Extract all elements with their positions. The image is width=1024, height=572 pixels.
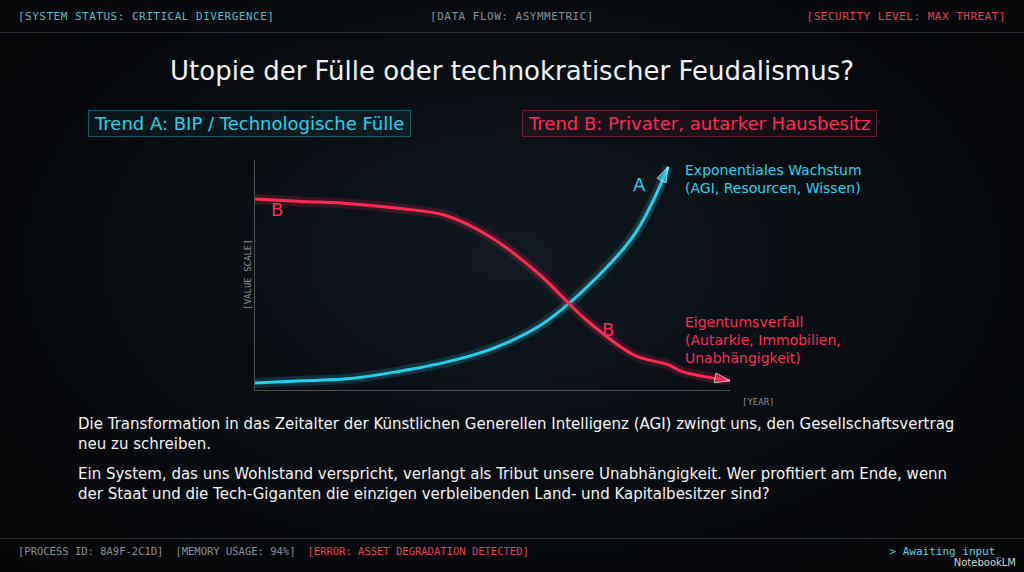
svg-text:Eigentumsverfall(Autarkie, Imm: Eigentumsverfall(Autarkie, Immobilien,Un… — [685, 314, 841, 366]
html-text:Trend B: Privater, autarker Ha: Trend B: Privater, autarker Hausbesitz — [529, 113, 871, 134]
svg-text:B: B — [271, 199, 283, 220]
html-text:> Awaiting input_: > Awaiting input_ — [889, 545, 1002, 558]
html-text:Ein System, das uns Wohlstand: Ein System, das uns Wohlstand verspricht… — [78, 465, 948, 503]
svg-text:Exponentiales Wachstum(AGI, Re: Exponentiales Wachstum(AGI, Resourcen, W… — [685, 162, 862, 196]
svg-text:[YEAR]: [YEAR] — [742, 397, 775, 407]
svg-text:[VALUE SCALE]: [VALUE SCALE] — [243, 239, 253, 309]
html-text:[SYSTEM STATUS: CRITICAL DIVER: [SYSTEM STATUS: CRITICAL DIVERGENCE] — [18, 10, 275, 23]
html-text:[PROCESS ID: 8A9F-2C1D]: [PROCESS ID: 8A9F-2C1D] — [18, 545, 164, 557]
html-text:Utopie der Fülle oder technokr: Utopie der Fülle oder technokratischer F… — [170, 56, 854, 86]
html-text:Trend A: BIP / Technologische: Trend A: BIP / Technologische Fülle — [95, 113, 405, 134]
html-text:NotebookLM: NotebookLM — [953, 557, 1016, 568]
html-text:[SECURITY LEVEL: MAX THREAT]: [SECURITY LEVEL: MAX THREAT] — [806, 10, 1006, 23]
html-text:[ERROR: ASSET DEGRADATION DETE: [ERROR: ASSET DEGRADATION DETECTED] — [307, 545, 529, 557]
html-text:[DATA FLOW: ASYMMETRIC]: [DATA FLOW: ASYMMETRIC] — [430, 10, 594, 23]
html-text:Die Transformation in das Zeit: Die Transformation in das Zeitalter der … — [78, 415, 955, 453]
html-text:[MEMORY USAGE: 94%]: [MEMORY USAGE: 94%] — [175, 545, 296, 557]
svg-text:A: A — [633, 174, 646, 195]
svg-text:B: B — [602, 319, 614, 340]
